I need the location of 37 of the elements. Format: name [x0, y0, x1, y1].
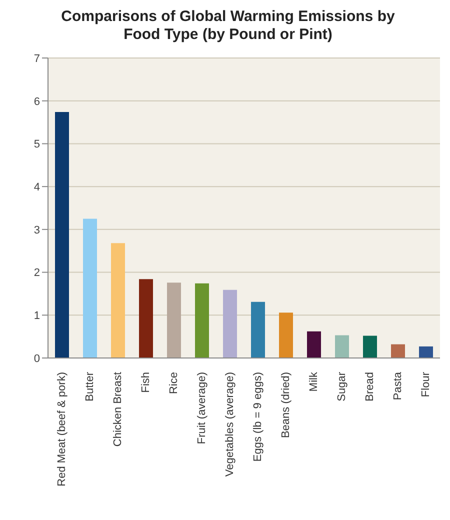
bar: [419, 346, 433, 358]
bar: [223, 290, 237, 358]
bar: [307, 331, 321, 358]
bar: [55, 112, 69, 358]
x-tick-label: Eggs (lb = 9 eggs): [252, 372, 264, 462]
x-tick-label: Bread: [364, 372, 376, 402]
chart-title: Comparisons of Global Warming Emissions by Food Type (by Pound or Pint): [60, 8, 396, 44]
bar: [195, 283, 209, 358]
y-tick-label: 3: [34, 224, 40, 236]
y-tick-label: 2: [34, 267, 40, 280]
bar: [363, 336, 377, 358]
bar: [391, 344, 405, 358]
x-tick-label: Rice: [168, 372, 180, 394]
x-tick-label: Fish: [140, 372, 152, 393]
bar: [111, 243, 125, 358]
x-tick-label: Milk: [308, 372, 320, 392]
x-tick-label: Vegetables (average): [224, 372, 236, 477]
x-tick-label: Beans (dried): [280, 372, 292, 438]
x-tick-label: Chicken Breast: [112, 372, 124, 447]
x-tick-label: Fruit (average): [196, 372, 208, 444]
bar: [83, 218, 97, 358]
bar: [335, 335, 349, 358]
x-tick-label: Red Meat (beef & pork): [56, 372, 68, 486]
x-tick-label: Sugar: [336, 372, 348, 402]
bar: [279, 312, 293, 358]
y-tick-label: 6: [34, 96, 40, 108]
y-tick-label: 4: [34, 181, 40, 194]
y-tick-label: 0: [34, 352, 40, 365]
x-tick-label: Pasta: [392, 371, 404, 400]
bar: [167, 282, 181, 358]
bar: [139, 279, 153, 358]
y-tick-label: 5: [34, 138, 40, 151]
x-tick-label: Flour: [420, 372, 432, 398]
y-tick-label: 7: [34, 52, 40, 65]
x-tick-label: Butter: [84, 372, 96, 402]
bar: [251, 302, 265, 358]
y-tick-label: 1: [34, 310, 40, 322]
